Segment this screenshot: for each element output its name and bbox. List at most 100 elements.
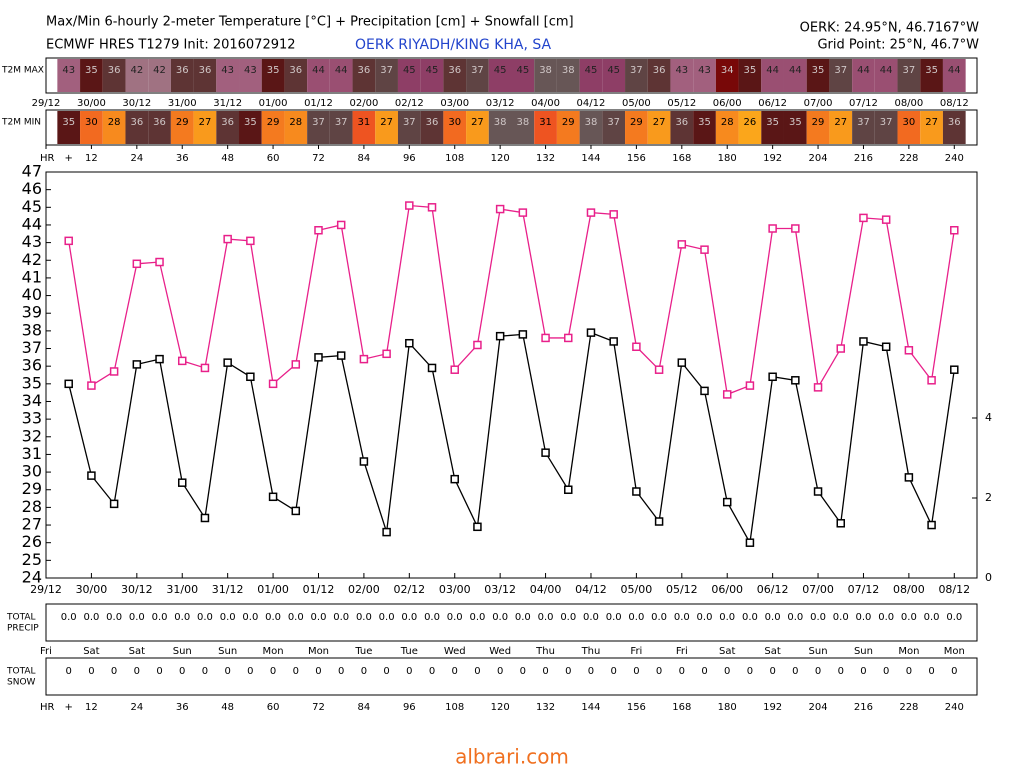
point-marker <box>268 379 278 389</box>
strip-cell <box>261 59 285 92</box>
strip-cell <box>80 111 103 144</box>
strip-value: 44 <box>766 65 779 76</box>
strip-cell <box>216 59 240 92</box>
x-tick-label: 07/12 <box>848 583 880 596</box>
strip-value: 30 <box>903 117 916 128</box>
strip-label: T2M MIN <box>1 118 41 128</box>
hour-tick-label: 180 <box>718 702 737 713</box>
strip-cell <box>783 59 807 92</box>
x-tick-label: 29/12 <box>30 583 62 596</box>
strip-cell <box>897 111 921 144</box>
snow-value: 0 <box>429 666 435 677</box>
series-line <box>68 331 955 545</box>
strip-cell <box>216 111 240 144</box>
strip-cell <box>307 59 330 92</box>
strip-value: 35 <box>925 65 938 76</box>
strip-cell <box>420 111 444 144</box>
hour-tick-label: 156 <box>627 702 646 713</box>
hour-tick-label: 72 <box>312 153 325 164</box>
weekday-label: Sat <box>83 646 99 657</box>
precip-value: 0.0 <box>447 612 463 623</box>
strip-cell <box>625 111 648 144</box>
strip-cell <box>443 111 467 144</box>
x-tick-label: 03/12 <box>484 583 516 596</box>
point-marker <box>564 485 573 494</box>
y-tick-label: 34 <box>22 391 42 410</box>
x-tick-label: 02/00 <box>348 583 380 596</box>
strip-cell <box>647 111 671 144</box>
snow-value: 0 <box>656 666 662 677</box>
hour-tick-label: 204 <box>809 702 828 713</box>
precip-value: 0.0 <box>606 612 622 623</box>
hour-tick-label: 120 <box>491 153 510 164</box>
strip-cell <box>80 59 103 92</box>
strip-value: 38 <box>494 117 507 128</box>
hour-tick-label: 144 <box>581 702 600 713</box>
point-marker <box>677 240 687 249</box>
strip-value: 36 <box>108 65 121 76</box>
hour-tick-label: 60 <box>267 153 280 164</box>
snow-value: 0 <box>747 666 753 677</box>
strip-value: 27 <box>925 117 938 128</box>
point-marker <box>155 354 164 364</box>
hour-tick-label: 192 <box>763 702 782 713</box>
hour-tick-label: 144 <box>581 153 600 164</box>
strip-cell <box>942 111 966 144</box>
precip-value: 0.0 <box>401 612 417 623</box>
strip-cell <box>579 111 603 144</box>
hour-tick-label: 216 <box>854 153 873 164</box>
snow-value: 0 <box>406 666 412 677</box>
point-marker <box>450 474 459 484</box>
weekday-label: Thu <box>535 646 555 657</box>
precip-value: 0.0 <box>174 612 190 623</box>
y-tick-label: 31 <box>22 444 42 463</box>
point-marker <box>495 204 505 214</box>
snow-frame <box>45 657 978 696</box>
strip-value: 44 <box>857 65 870 76</box>
strip-value: 28 <box>721 117 734 128</box>
point-marker <box>768 224 777 233</box>
precip-value: 0.0 <box>560 612 576 623</box>
model-info: ECMWF HRES T1279 Init: 2016072912 <box>46 38 296 53</box>
strip-cell <box>625 59 648 92</box>
x-tick-label: 30/00 <box>76 583 108 596</box>
strip-value: 38 <box>585 117 598 128</box>
strip-cell <box>829 59 853 92</box>
snow-value: 0 <box>928 666 934 677</box>
strip-value: 29 <box>562 117 575 128</box>
point-marker <box>382 349 391 359</box>
y-tick-label: 42 <box>22 250 42 269</box>
series-line <box>68 204 955 396</box>
strip-value: 27 <box>380 117 393 128</box>
precip-value: 0.0 <box>265 612 281 623</box>
strip-value: 35 <box>85 65 98 76</box>
point-marker <box>813 487 823 496</box>
point-marker <box>881 215 891 224</box>
strip-value: 45 <box>607 65 620 76</box>
weekday-label: Sun <box>854 646 873 657</box>
point-marker <box>87 471 96 480</box>
y-tick-label: 40 <box>22 285 42 304</box>
y-tick-label: 47 <box>22 162 42 181</box>
y-tick-label: 35 <box>22 373 42 392</box>
point-marker <box>927 520 936 530</box>
strip-value: 43 <box>675 65 688 76</box>
snow-value: 0 <box>247 666 253 677</box>
strip-cell <box>375 111 398 144</box>
strip-cell <box>693 111 716 144</box>
strip-value: 35 <box>812 65 825 76</box>
strip-cell <box>420 59 444 92</box>
strip-value: 36 <box>948 117 961 128</box>
strip-value: 34 <box>721 65 734 76</box>
strip-cell <box>329 111 353 144</box>
point-marker <box>632 487 641 496</box>
strip-value: 27 <box>653 117 666 128</box>
strip-value: 37 <box>335 117 348 128</box>
point-marker <box>450 365 459 374</box>
date-label: 07/12 <box>849 98 878 109</box>
strip-value: 37 <box>630 65 643 76</box>
weekday-label: Sun <box>218 646 237 657</box>
strip-cell <box>443 59 467 92</box>
strip-cell <box>193 111 217 144</box>
snow-value: 0 <box>270 666 276 677</box>
